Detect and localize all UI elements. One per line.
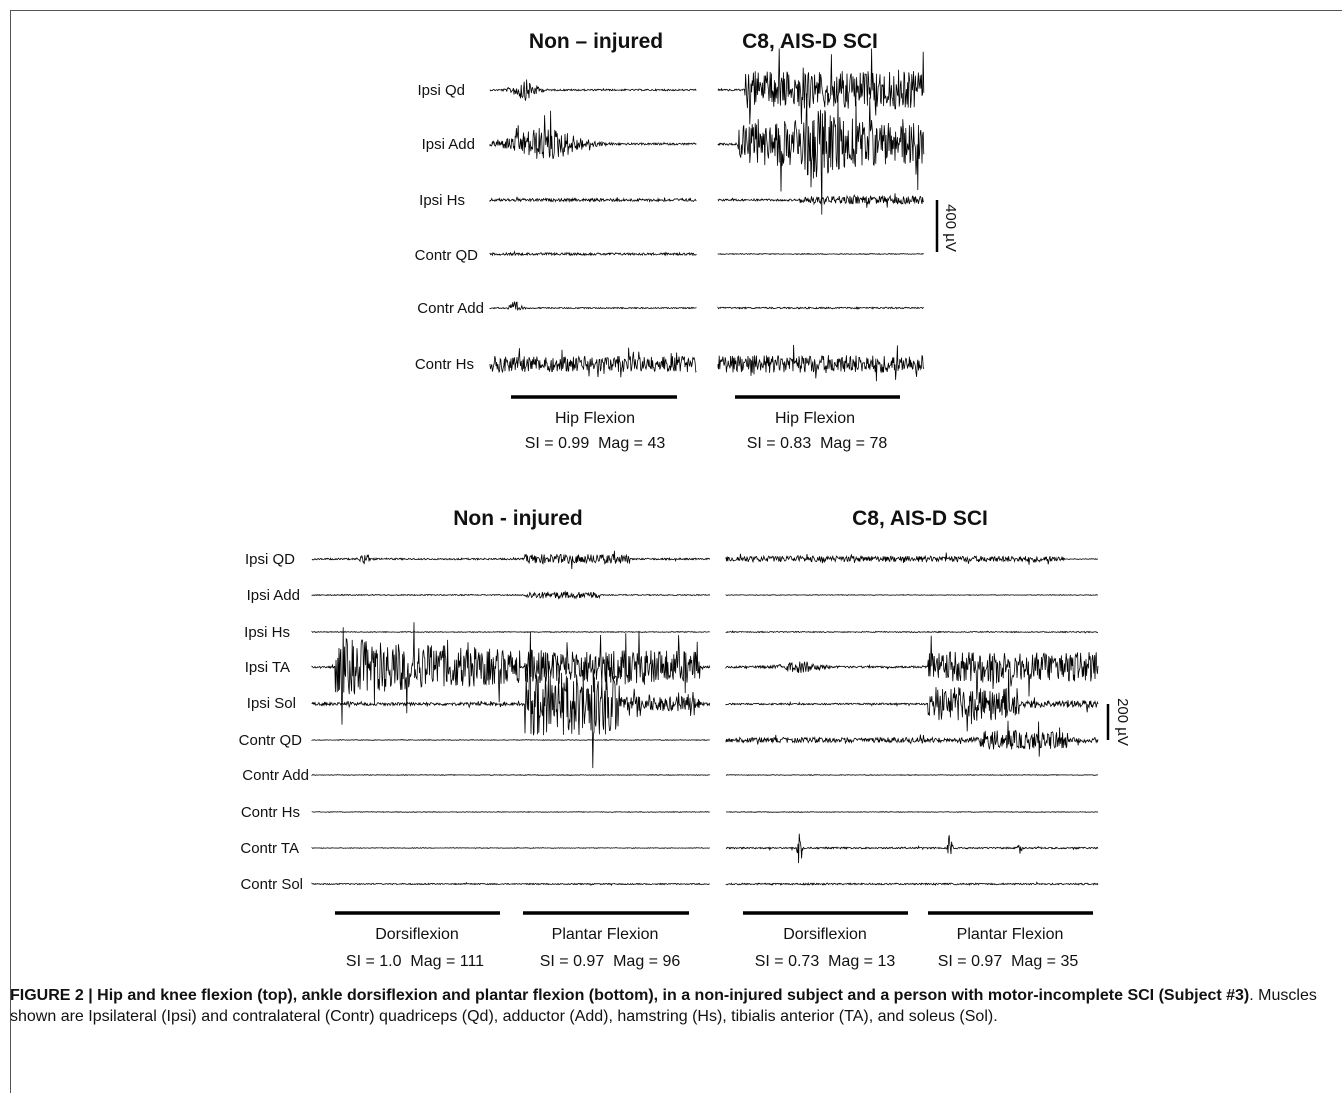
- bottom-trace-ipsi-add-noninjured: [311, 590, 711, 600]
- top-stats-sci: SI = 0.83 Mag = 78: [747, 435, 888, 452]
- bottom-trace-ipsi-hs-noninjured: [311, 630, 710, 634]
- bottom-title-noninjured: Non - injured: [453, 507, 583, 530]
- bottom-label-contr-qd: Contr QD: [239, 732, 303, 749]
- top-trace-ipsi-add-sci: [717, 93, 925, 215]
- top-trace-ipsi-add-noninjured: [489, 110, 697, 160]
- bottom-trace-ipsi-add-sci: [725, 594, 1099, 596]
- top-label-ipsi-add: Ipsi Add: [422, 136, 475, 153]
- top-title-sci: C8, AIS-D SCI: [742, 30, 878, 53]
- top-scale-label: 400 µV: [942, 204, 959, 252]
- top-task-label-noninjured: Hip Flexion: [555, 410, 635, 427]
- bottom-stats-4: SI = 0.97 Mag = 35: [938, 953, 1079, 970]
- bottom-traces: [311, 550, 1099, 887]
- bottom-trace-ipsi-sol-noninjured: [311, 653, 711, 769]
- bottom-trace-ipsi-ta-sci: [725, 635, 1099, 700]
- bottom-label-contr-ta: Contr TA: [240, 840, 299, 857]
- bottom-stats-2: SI = 0.97 Mag = 96: [540, 953, 681, 970]
- top-trace-contr-hs-sci: [717, 344, 925, 382]
- bottom-task-label-2: Plantar Flexion: [552, 926, 659, 943]
- top-traces: [489, 48, 925, 382]
- emg-figure: Non – injured C8, AIS-D SCI Ipsi Qd Ipsi…: [239, 30, 1131, 970]
- top-label-contr-qd: Contr QD: [415, 247, 479, 264]
- bottom-trace-contr-qd-sci: [725, 720, 1099, 757]
- bottom-label-contr-add: Contr Add: [242, 767, 309, 784]
- top-trace-contr-qd-sci: [717, 252, 924, 256]
- bottom-trace-ipsi-qd-noninjured: [311, 550, 711, 570]
- bottom-task-label-1: Dorsiflexion: [375, 926, 459, 943]
- caption-bold: FIGURE 2 | Hip and knee flexion (top), a…: [10, 987, 1250, 1004]
- bottom-stats-3: SI = 0.73 Mag = 13: [755, 953, 896, 970]
- top-task-label-sci: Hip Flexion: [775, 410, 855, 427]
- bottom-trace-ipsi-ta-noninjured: [311, 622, 711, 725]
- top-title-noninjured: Non – injured: [529, 30, 663, 53]
- top-trace-ipsi-hs-sci: [717, 193, 925, 208]
- top-trace-contr-qd-noninjured: [489, 250, 697, 257]
- bottom-trace-contr-hs-noninjured: [311, 811, 710, 813]
- top-trace-ipsi-qd-noninjured: [489, 79, 697, 101]
- bottom-scale-label: 200 µV: [1114, 698, 1131, 746]
- bottom-title-sci: C8, AIS-D SCI: [852, 507, 988, 530]
- bottom-trace-contr-sol-noninjured: [311, 881, 710, 887]
- bottom-trace-contr-sol-sci: [725, 881, 1099, 887]
- bottom-label-ipsi-add: Ipsi Add: [247, 587, 300, 604]
- bottom-label-ipsi-sol: Ipsi Sol: [247, 695, 296, 712]
- top-trace-ipsi-qd-sci: [717, 48, 925, 125]
- bottom-trace-contr-qd-noninjured: [311, 739, 710, 742]
- bottom-trace-contr-add-sci: [725, 774, 1099, 776]
- figure-frame: [10, 10, 1342, 1093]
- bottom-label-contr-hs: Contr Hs: [241, 804, 300, 821]
- bottom-label-ipsi-hs: Ipsi Hs: [244, 624, 290, 641]
- top-trace-contr-hs-noninjured: [489, 347, 697, 378]
- caption-rest: . Muscles shown are Ipsilateral (Ipsi) a…: [10, 987, 1317, 1025]
- bottom-trace-ipsi-sol-sci: [725, 669, 1099, 732]
- figure-caption: FIGURE 2 | Hip and knee flexion (top), a…: [10, 985, 1332, 1027]
- bottom-trace-contr-hs-sci: [726, 811, 1099, 813]
- bottom-trace-contr-ta-noninjured: [311, 847, 710, 849]
- top-label-contr-hs: Contr Hs: [415, 356, 474, 373]
- top-trace-contr-add-noninjured: [489, 301, 697, 311]
- bottom-label-ipsi-qd: Ipsi QD: [245, 551, 295, 568]
- bottom-trace-contr-ta-sci: [725, 833, 1099, 864]
- bottom-task-label-4: Plantar Flexion: [957, 926, 1064, 943]
- top-label-contr-add: Contr Add: [417, 300, 484, 317]
- bottom-stats-1: SI = 1.0 Mag = 111: [346, 953, 484, 970]
- bottom-trace-ipsi-qd-sci: [725, 552, 1099, 565]
- bottom-trace-contr-add-noninjured: [311, 774, 710, 777]
- top-label-ipsi-hs: Ipsi Hs: [419, 192, 465, 209]
- bottom-label-contr-sol: Contr Sol: [240, 876, 303, 893]
- top-trace-ipsi-hs-noninjured: [489, 196, 697, 203]
- top-stats-noninjured: SI = 0.99 Mag = 43: [525, 435, 666, 452]
- bottom-task-label-3: Dorsiflexion: [783, 926, 867, 943]
- top-label-ipsi-qd: Ipsi Qd: [417, 82, 465, 99]
- bottom-trace-ipsi-hs-sci: [725, 630, 1099, 634]
- top-trace-contr-add-sci: [717, 306, 924, 310]
- bottom-label-ipsi-ta: Ipsi TA: [245, 659, 290, 676]
